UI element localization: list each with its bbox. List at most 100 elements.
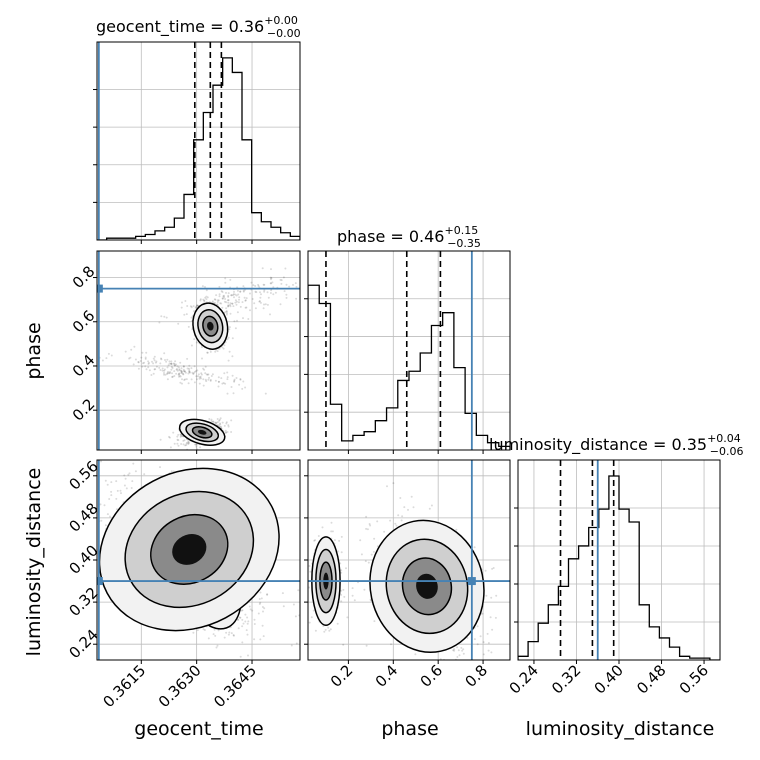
sample-point — [383, 530, 386, 533]
sample-point — [88, 341, 90, 343]
sample-point — [194, 443, 197, 446]
sample-point — [223, 372, 226, 375]
scatter-panel-geocent_time-luminosity_distance — [97, 460, 300, 660]
sample-point — [462, 648, 465, 651]
sample-point — [227, 295, 230, 298]
sample-point — [253, 638, 256, 641]
sample-point — [216, 299, 219, 302]
sample-point — [182, 439, 185, 442]
sample-point — [134, 470, 137, 473]
sample-point — [409, 661, 411, 663]
sample-point — [217, 299, 220, 302]
sample-point — [290, 644, 293, 647]
sample-point — [198, 376, 201, 379]
sample-point — [195, 341, 198, 344]
sample-point — [342, 588, 345, 591]
sample-point — [482, 641, 485, 644]
sample-point — [235, 294, 238, 297]
sample-point — [233, 379, 236, 382]
sample-point — [206, 373, 209, 376]
sample-point — [230, 386, 233, 388]
sample-point — [270, 282, 273, 285]
sample-point — [288, 285, 291, 288]
sample-point — [239, 655, 242, 658]
sample-point — [177, 433, 180, 436]
sample-point — [239, 290, 242, 293]
sample-point — [241, 609, 244, 612]
sample-point — [229, 278, 232, 281]
sample-point — [167, 370, 169, 373]
sample-point — [130, 348, 133, 351]
sample-point — [246, 633, 249, 636]
sample-point — [163, 352, 166, 355]
sample-point — [232, 392, 235, 395]
sample-point — [227, 305, 230, 307]
sample-point — [227, 292, 230, 295]
sample-point — [129, 356, 132, 359]
sample-point — [173, 442, 176, 445]
sample-point — [128, 357, 131, 360]
sample-point — [255, 291, 258, 294]
sample-point — [110, 481, 113, 484]
sample-point — [163, 372, 165, 374]
sample-point — [294, 282, 297, 285]
sample-point — [197, 373, 200, 376]
sample-point — [239, 616, 242, 619]
sample-point — [447, 663, 449, 665]
sample-point — [128, 472, 131, 475]
sample-point — [314, 629, 317, 632]
sample-point — [259, 601, 262, 604]
sample-point — [297, 589, 300, 592]
sample-point — [163, 369, 166, 372]
sample-point — [245, 297, 248, 300]
sample-point — [166, 372, 169, 375]
sample-point — [441, 664, 443, 666]
sample-point — [227, 294, 230, 297]
sample-point — [159, 369, 162, 371]
sample-point — [242, 289, 245, 292]
sample-point — [259, 301, 262, 304]
sample-point — [115, 497, 118, 500]
x-tick-label: 0.6 — [417, 661, 447, 691]
x-tick-label: 0.3645 — [210, 661, 260, 711]
sample-point — [244, 306, 247, 309]
sample-point — [170, 362, 172, 365]
sample-point — [476, 643, 479, 646]
sample-point — [231, 302, 234, 305]
sample-point — [225, 291, 227, 294]
sample-point — [178, 374, 181, 377]
x-tick-label: 0.48 — [633, 661, 669, 697]
sample-point — [207, 373, 210, 376]
sample-point — [166, 366, 169, 369]
sample-point — [141, 351, 144, 354]
sample-point — [153, 359, 156, 362]
sample-point — [218, 419, 221, 422]
sample-point — [151, 360, 153, 363]
sample-point — [186, 357, 189, 360]
sample-point — [168, 360, 171, 363]
sample-point — [201, 357, 203, 360]
sample-point — [195, 375, 198, 378]
sample-point — [202, 628, 205, 631]
sample-point — [233, 290, 235, 293]
sample-point — [202, 378, 205, 381]
sample-point — [175, 372, 178, 375]
sample-point — [261, 624, 264, 627]
sample-point — [221, 291, 224, 294]
sample-point — [317, 535, 320, 537]
sample-point — [227, 305, 229, 308]
sample-point — [250, 281, 253, 284]
sample-point — [106, 513, 109, 516]
sample-point — [365, 527, 368, 530]
sample-point — [364, 560, 367, 563]
sample-point — [223, 424, 226, 427]
sample-point — [107, 352, 110, 355]
density-region — [192, 302, 229, 350]
sample-point — [368, 523, 371, 525]
sample-point — [144, 356, 147, 359]
sample-point — [254, 285, 257, 287]
sample-point — [340, 600, 343, 603]
sample-point — [221, 297, 224, 300]
sample-point — [373, 620, 376, 623]
sample-point — [196, 369, 199, 372]
